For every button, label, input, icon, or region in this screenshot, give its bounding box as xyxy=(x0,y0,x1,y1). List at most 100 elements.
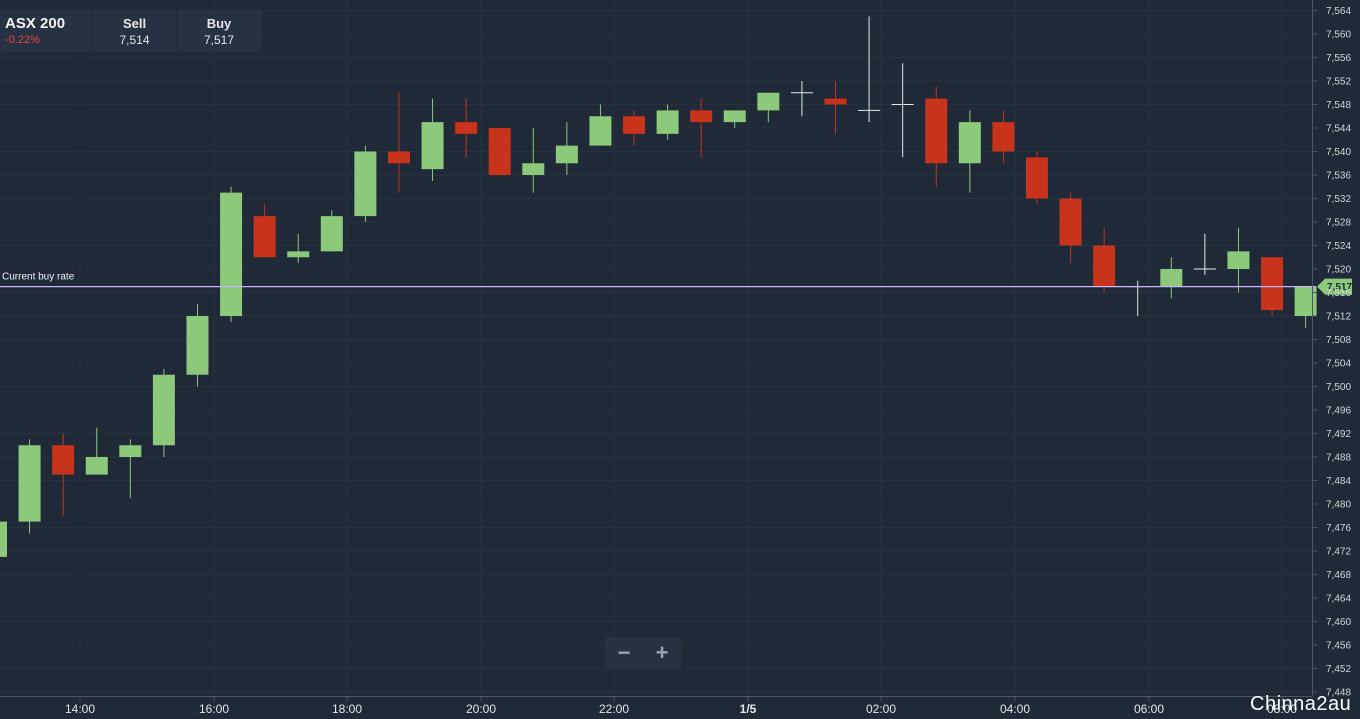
y-tick-label: 7,484 xyxy=(1326,476,1351,487)
candle xyxy=(1025,151,1048,205)
candle-body xyxy=(52,445,75,475)
y-tick-label: 7,468 xyxy=(1326,570,1351,581)
y-tick-label: 7,464 xyxy=(1326,594,1351,605)
candle xyxy=(152,368,175,457)
instrument-panel: ASX 200 -0.22% Sell 7,514 Buy 7,517 xyxy=(0,10,262,52)
candle-body xyxy=(186,316,209,375)
candle-body xyxy=(253,216,276,258)
candle xyxy=(354,145,377,222)
watermark: Chinna2au xyxy=(1250,693,1352,715)
y-tick-label: 7,516 xyxy=(1326,288,1351,299)
candle xyxy=(387,92,410,193)
candle xyxy=(1193,233,1216,275)
candle xyxy=(992,110,1015,164)
candle xyxy=(656,104,679,140)
candle-body xyxy=(1294,286,1317,316)
x-tick-label: 1/5 xyxy=(740,702,757,716)
candle xyxy=(320,210,343,252)
y-tick-label: 7,552 xyxy=(1326,77,1351,88)
candle-body xyxy=(992,122,1015,152)
candle xyxy=(18,439,41,534)
y-tick-label: 7,540 xyxy=(1326,147,1351,158)
candle xyxy=(488,128,511,175)
y-tick-label: 7,524 xyxy=(1326,241,1351,252)
x-tick-label: 02:00 xyxy=(866,702,896,716)
candle-body xyxy=(320,216,343,252)
candle-body xyxy=(387,151,410,164)
candle-body xyxy=(757,92,780,111)
y-tick-label: 7,476 xyxy=(1326,523,1351,534)
candle-body xyxy=(690,110,713,123)
y-tick-label: 7,500 xyxy=(1326,382,1351,393)
x-axis-ticks: 14:00 16:00 18:00 20:00 22:00 1/5 02:00 04:00 06… xyxy=(65,696,1297,716)
candle-body xyxy=(421,122,444,170)
sell-label: Sell xyxy=(122,16,147,31)
candle-body xyxy=(555,145,578,164)
candle xyxy=(220,186,243,322)
candle xyxy=(186,304,209,387)
candle-body xyxy=(0,521,7,557)
y-tick-label: 7,528 xyxy=(1326,218,1351,229)
x-tick-label: 20:00 xyxy=(466,702,496,716)
candle-body xyxy=(1059,198,1082,246)
candle-body xyxy=(1227,251,1250,269)
price-change: -0.22% xyxy=(5,34,40,46)
y-tick-label: 7,560 xyxy=(1326,30,1351,41)
candle-body xyxy=(287,251,310,258)
zoom-controls: − + xyxy=(605,637,681,668)
y-tick-label: 7,544 xyxy=(1326,124,1351,135)
buy-button[interactable]: Buy 7,517 xyxy=(177,10,261,52)
y-tick-label: 7,548 xyxy=(1326,100,1351,111)
y-tick-label: 7,496 xyxy=(1326,406,1351,417)
candle xyxy=(891,63,914,158)
y-tick-label: 7,492 xyxy=(1326,429,1351,440)
candle-body xyxy=(455,122,478,134)
candle xyxy=(455,98,478,158)
y-tick-label: 7,488 xyxy=(1326,453,1351,464)
x-tick-label: 14:00 xyxy=(65,702,95,716)
candle xyxy=(0,521,7,557)
x-tick-label: 16:00 xyxy=(199,702,229,716)
y-tick-label: 7,536 xyxy=(1326,171,1351,182)
candle-body xyxy=(85,457,108,475)
candle xyxy=(757,92,780,123)
candle-body xyxy=(522,163,545,175)
candle xyxy=(790,81,813,117)
y-tick-label: 7,520 xyxy=(1326,265,1351,276)
candle xyxy=(858,16,881,123)
y-tick-label: 7,448 xyxy=(1326,688,1351,699)
sell-button[interactable]: Sell 7,514 xyxy=(93,10,177,52)
candle-body xyxy=(152,374,175,446)
candle-body xyxy=(656,110,679,134)
x-tick-label: 06:00 xyxy=(1134,702,1164,716)
y-tick-label: 7,504 xyxy=(1326,359,1351,370)
rate-badge xyxy=(1317,278,1352,295)
x-tick-label: 08:00 xyxy=(1267,702,1297,716)
rate-badge-label: 7,517 xyxy=(1327,282,1352,293)
y-tick-label: 7,532 xyxy=(1326,194,1351,205)
candle xyxy=(723,110,746,128)
candle xyxy=(287,233,310,264)
candles xyxy=(0,16,1317,557)
x-tick-label: 22:00 xyxy=(599,702,629,716)
candle-body xyxy=(220,192,243,316)
candle-body xyxy=(723,110,746,123)
candle-body xyxy=(824,98,847,105)
candle xyxy=(1294,286,1317,328)
candle xyxy=(1227,227,1250,293)
candle-body xyxy=(119,445,142,457)
y-tick-label: 7,452 xyxy=(1326,664,1351,675)
candle-body xyxy=(1160,269,1183,287)
candle xyxy=(119,439,142,499)
instrument-info[interactable]: ASX 200 -0.22% xyxy=(0,10,93,52)
candle xyxy=(1093,227,1116,293)
y-tick-label: 7,564 xyxy=(1326,6,1351,17)
x-tick-label: 18:00 xyxy=(332,702,362,716)
zoom-in-button[interactable]: + xyxy=(655,639,669,665)
buy-label: Buy xyxy=(206,16,232,31)
candle xyxy=(958,110,981,193)
zoom-out-button[interactable]: − xyxy=(617,639,631,665)
candle xyxy=(85,427,108,475)
candle xyxy=(1059,192,1082,264)
candle xyxy=(589,104,612,146)
